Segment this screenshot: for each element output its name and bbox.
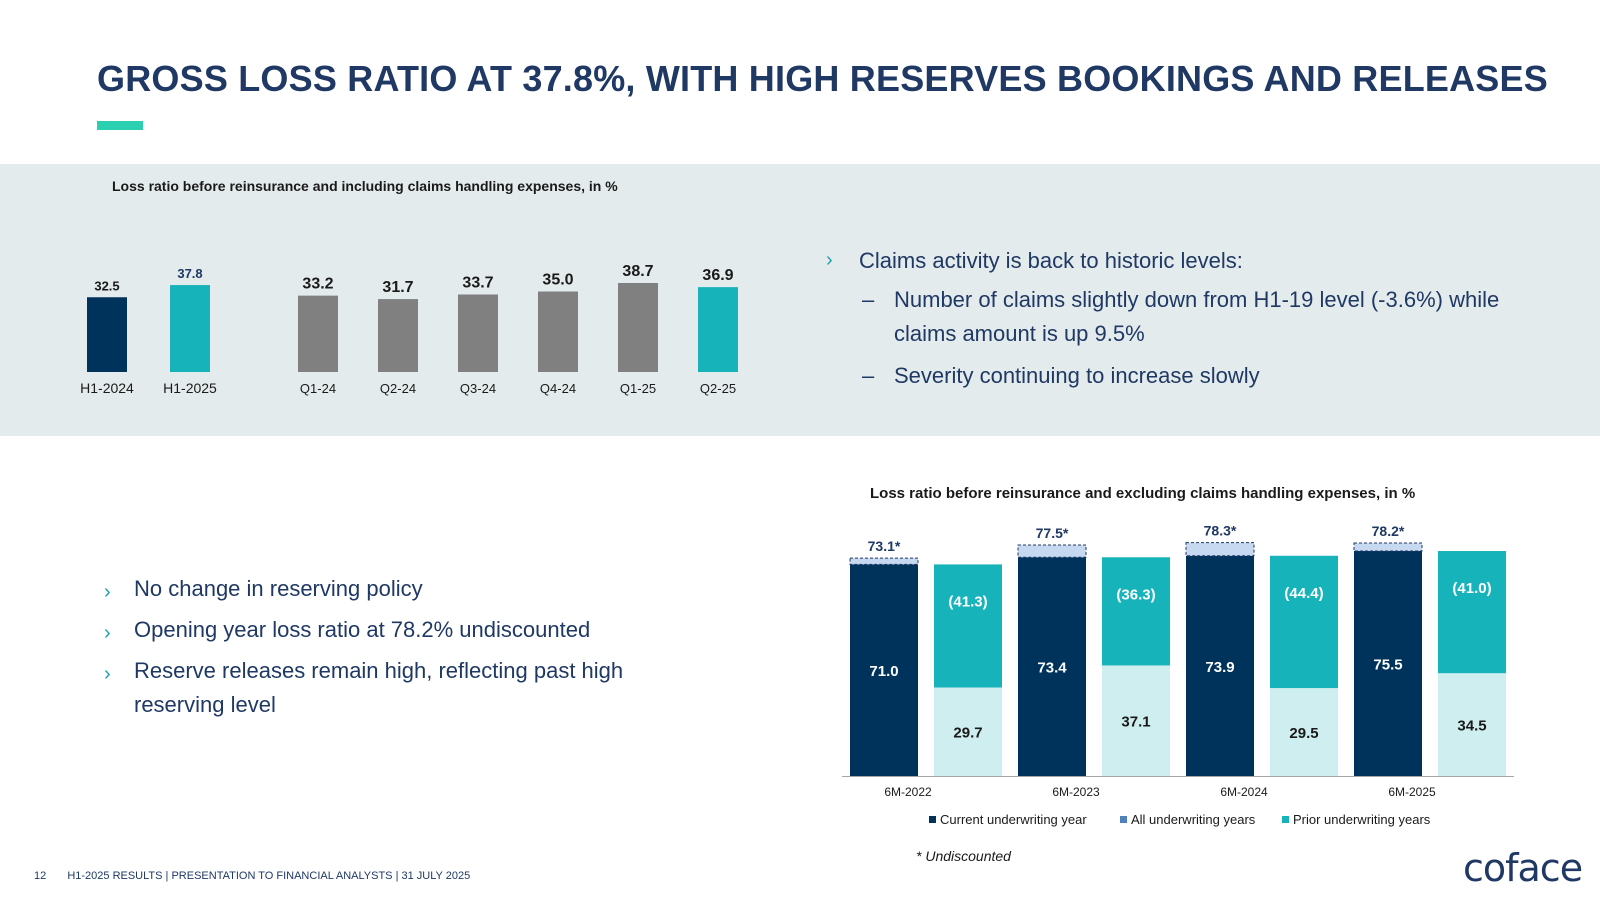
bullet-dash: – [862, 287, 875, 312]
chart1-value-label: 31.7 [382, 279, 413, 296]
top-band [0, 164, 1600, 436]
chart1-category-label: Q1-25 [620, 381, 656, 396]
chart2-total-label: 78.2* [1372, 523, 1405, 539]
chart1-category-label: H1-2024 [80, 380, 134, 396]
legend-all: All underwriting years [1120, 812, 1255, 827]
chart2-prior-bar [1102, 557, 1170, 666]
chart2-current-bar [1018, 557, 1086, 776]
chart1-bar-Q1-25 [618, 282, 658, 372]
chart2-prior-bar [934, 564, 1002, 688]
chart2-prior-label: (41.3) [948, 593, 987, 610]
coface-logo: coface [1463, 846, 1583, 890]
chart1-value-label: 38.7 [622, 263, 653, 280]
legend-swatch-prior [1282, 816, 1289, 823]
chart2-net-bar [1102, 665, 1170, 776]
legend-label-prior: Prior underwriting years [1293, 812, 1431, 827]
chart1-bar-H1-2025 [170, 285, 210, 372]
chart2-net-bar [1438, 673, 1506, 776]
legend-label-current: Current underwriting year [940, 812, 1087, 827]
chart1-title: Loss ratio before reinsurance and includ… [112, 178, 618, 194]
chart2-net-bar [1270, 688, 1338, 776]
chart2-current-label: 73.4 [1037, 660, 1067, 677]
chart2-current-bar [1186, 555, 1254, 776]
title-accent-bar [97, 121, 143, 130]
chart1-bar-Q2-25 [698, 287, 738, 372]
page-title: GROSS LOSS RATIO AT 37.8%, WITH HIGH RES… [97, 58, 1548, 99]
chart1-value-label: 33.2 [302, 276, 333, 293]
chart2-category-label: 6M-2024 [1220, 785, 1268, 799]
chart1: 32.5 H1-2024 37.8 H1-2025 33.2 Q1-24 31.7 Q2-24… [80, 263, 738, 396]
chart1-value-label: 32.5 [94, 278, 119, 293]
legend-prior: Prior underwriting years [1282, 812, 1430, 827]
chart1-bar-Q1-24 [298, 295, 338, 372]
chart2-prior-bar [1270, 555, 1338, 689]
chart2-prior-label: (41.0) [1452, 580, 1491, 597]
claims-activity-text: Claims activity is back to historic leve… [859, 248, 1243, 273]
chart2-total-label: 77.5* [1036, 525, 1069, 541]
chart1-bar-Q4-24 [538, 291, 578, 372]
reserving-policy-text: No change in reserving policy [134, 576, 423, 601]
legend-swatch-current [929, 816, 936, 823]
legend-swatch-all [1120, 816, 1127, 823]
chart1-bar-H1-2024 [87, 297, 127, 372]
chart1-bar-Q2-24 [378, 299, 418, 372]
chart1-value-label: 33.7 [462, 274, 493, 291]
chart2-net-bar [934, 687, 1002, 776]
chart2: 73.1* 71.0 29.7 (41.3) 6M-2022 77.5* 73.4 37.1 (… [842, 523, 1514, 799]
chart2-category-label: 6M-2023 [1052, 785, 1100, 799]
chart1-value-label: 37.8 [177, 266, 202, 281]
chart2-total-label: 73.1* [868, 538, 901, 554]
chart2-prior-label: (44.4) [1284, 585, 1323, 602]
bullet-chevron: › [104, 663, 111, 685]
chart2-current-label: 73.9 [1205, 659, 1234, 676]
chart2-category-label: 6M-2022 [884, 785, 932, 799]
chart2-net-label: 29.7 [953, 725, 982, 742]
chart2-all-years-box [1017, 544, 1087, 558]
bullet-chevron: › [826, 249, 833, 271]
chart2-title: Loss ratio before reinsurance and exclud… [870, 485, 1416, 502]
bullet-chevron: › [104, 581, 111, 603]
claims-number-text-cont: claims amount is up 9.5% [894, 321, 1145, 346]
footnote: * Undiscounted [916, 848, 1011, 864]
chart2-total-label: 78.3* [1204, 523, 1237, 539]
chart2-current-bar [1354, 551, 1422, 776]
chart1-category-label: Q3-24 [460, 381, 496, 396]
chart1-value-label: 35.0 [542, 272, 573, 289]
chart2-current-label: 71.0 [869, 663, 898, 680]
chart1-bar-Q3-24 [458, 294, 498, 372]
chart2-current-label: 75.5 [1373, 657, 1402, 674]
severity-text: Severity continuing to increase slowly [894, 363, 1260, 388]
chart2-net-label: 37.1 [1121, 714, 1150, 731]
chart2-prior-bar [1438, 551, 1506, 674]
footer-text: H1-2025 RESULTS | PRESENTATION TO FINANC… [67, 870, 471, 882]
footer: 12 H1-2025 RESULTS | PRESENTATION TO FIN… [34, 870, 470, 882]
chart1-category-label: H1-2025 [163, 380, 217, 396]
reserve-releases-text-cont: reserving level [134, 692, 276, 717]
bullet-chevron: › [104, 622, 111, 644]
claims-number-text: Number of claims slightly down from H1-1… [894, 287, 1500, 312]
chart2-net-label: 29.5 [1289, 725, 1318, 742]
chart2-all-years-box [849, 557, 919, 565]
chart2-current-bar [850, 564, 918, 776]
chart1-value-label: 36.9 [702, 267, 733, 284]
reserve-releases-text: Reserve releases remain high, reflecting… [134, 658, 624, 683]
chart2-prior-label: (36.3) [1116, 586, 1155, 603]
page-number: 12 [34, 870, 47, 882]
chart1-category-label: Q4-24 [540, 381, 576, 396]
chart2-net-label: 34.5 [1457, 718, 1486, 735]
chart2-all-years-box [1353, 542, 1423, 552]
opening-year-text: Opening year loss ratio at 78.2% undisco… [134, 617, 591, 642]
chart2-all-years-box [1185, 542, 1255, 557]
chart1-category-label: Q2-24 [380, 381, 416, 396]
legend-label-all: All underwriting years [1131, 812, 1256, 827]
legend-current: Current underwriting year [929, 812, 1087, 827]
bullet-dash: – [862, 363, 875, 388]
chart2-category-label: 6M-2025 [1388, 785, 1436, 799]
chart1-category-label: Q2-25 [700, 381, 736, 396]
chart1-category-label: Q1-24 [300, 381, 336, 396]
